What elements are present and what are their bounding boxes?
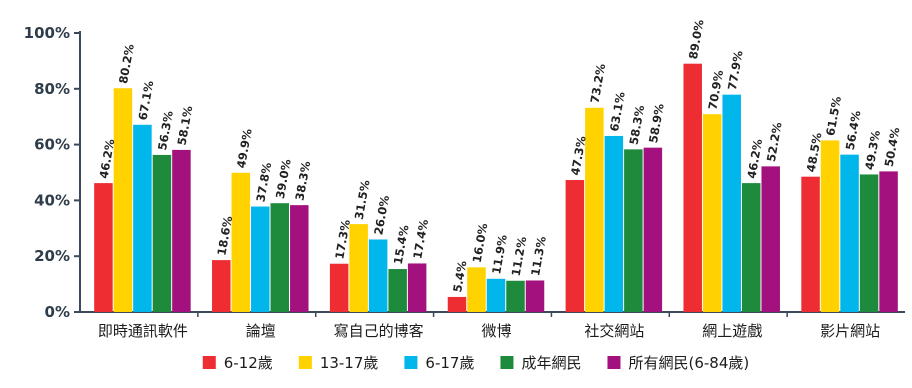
legend-label: 所有網民(6-84歲) <box>628 354 749 372</box>
y-tick-label: 60% <box>34 136 70 154</box>
data-label: 48.5% <box>804 131 825 173</box>
data-label: 61.5% <box>823 95 844 137</box>
legend-label: 13-17歲 <box>320 354 379 372</box>
legend-swatch <box>500 356 514 369</box>
bar <box>407 263 427 312</box>
legend-swatch <box>607 356 621 369</box>
data-label: 11.9% <box>489 233 510 275</box>
bar <box>840 154 859 312</box>
y-tick-label: 80% <box>34 80 70 98</box>
data-label: 80.2% <box>116 43 137 85</box>
category-label: 網上遊戲 <box>702 322 762 340</box>
legend-swatch <box>404 356 418 369</box>
bar <box>290 205 309 312</box>
y-tick-label: 0% <box>45 303 70 321</box>
bar <box>212 260 231 312</box>
data-label: 58.9% <box>646 102 667 144</box>
bar <box>231 172 251 312</box>
data-label: 50.4% <box>882 126 903 168</box>
category-label: 寫自己的博客 <box>334 322 424 340</box>
bar <box>604 135 624 312</box>
category-label: 影片網站 <box>820 322 880 340</box>
bar <box>879 171 898 312</box>
data-label: 52.2% <box>764 121 785 163</box>
data-label: 49.9% <box>234 127 255 169</box>
bar <box>801 176 820 312</box>
legend: 6-12歲 13-17歲 6-17歲 成年網民 所有網民(6-84歲) <box>202 354 749 372</box>
data-label: 49.3% <box>862 129 883 171</box>
bar <box>172 149 191 312</box>
data-label: 63.1% <box>607 90 628 132</box>
data-label: 56.3% <box>155 109 176 151</box>
data-label: 46.2% <box>744 137 765 179</box>
bar <box>270 203 290 312</box>
legend-label: 6-17歲 <box>425 354 474 372</box>
bar <box>113 88 133 312</box>
bar <box>251 206 270 312</box>
bars-layer <box>94 63 898 313</box>
category-label: 微博 <box>481 322 511 340</box>
data-label: 37.8% <box>253 161 274 203</box>
bar <box>624 149 643 312</box>
data-label: 58.1% <box>175 104 196 146</box>
legend-swatch <box>202 356 216 369</box>
data-label: 46.2% <box>97 137 118 179</box>
bar <box>859 174 879 312</box>
bar <box>467 267 486 312</box>
data-label: 67.1% <box>136 79 157 121</box>
data-label: 16.0% <box>470 222 491 264</box>
data-label: 77.9% <box>725 49 746 91</box>
y-tick-label: 40% <box>34 191 70 209</box>
data-label: 58.3% <box>627 104 648 146</box>
category-label: 社交網站 <box>584 322 644 340</box>
bar <box>722 94 741 312</box>
bar <box>388 269 407 312</box>
bar <box>820 140 840 312</box>
data-label: 70.9% <box>705 69 726 111</box>
bar <box>761 166 780 312</box>
bar <box>486 278 506 312</box>
category-label: 即時通訊軟件 <box>98 322 188 340</box>
bar <box>643 147 663 312</box>
y-tick-label: 100% <box>24 24 70 42</box>
bar <box>702 114 722 313</box>
data-label: 17.4% <box>410 218 431 260</box>
data-label: 26.0% <box>371 194 392 236</box>
bar <box>565 180 585 312</box>
data-labels-layer: 46.2% 80.2%67.1%56.3%58.1% 18.6% 49.9%37.8%… <box>97 18 903 293</box>
data-label: 31.5% <box>352 178 373 220</box>
bar <box>683 63 702 312</box>
data-label: 47.3% <box>568 134 589 176</box>
bar <box>525 280 545 312</box>
bar <box>585 107 604 312</box>
bar <box>94 183 113 312</box>
bar <box>447 296 467 312</box>
legend-label: 成年網民 <box>521 354 581 372</box>
data-label: 56.4% <box>843 109 864 151</box>
bar <box>506 280 525 312</box>
data-label: 15.4% <box>391 223 412 265</box>
data-label: 17.3% <box>332 218 353 260</box>
data-label: 89.0% <box>686 18 707 60</box>
bar <box>329 263 349 312</box>
data-label: 5.4% <box>450 259 469 293</box>
bar <box>152 154 172 312</box>
category-label: 論壇 <box>246 322 276 340</box>
legend-swatch <box>298 356 312 369</box>
legend-label: 6-12歲 <box>224 354 273 372</box>
data-label: 11.3% <box>528 235 549 277</box>
data-label: 18.6% <box>214 214 235 256</box>
bar <box>368 239 388 312</box>
bar <box>349 224 368 312</box>
y-tick-label: 20% <box>34 247 70 265</box>
data-label: 38.3% <box>292 159 313 201</box>
bar <box>741 183 761 312</box>
data-label: 11.2% <box>509 235 530 277</box>
data-label: 73.2% <box>588 62 609 104</box>
bar <box>133 124 152 312</box>
data-label: 39.0% <box>273 158 294 200</box>
